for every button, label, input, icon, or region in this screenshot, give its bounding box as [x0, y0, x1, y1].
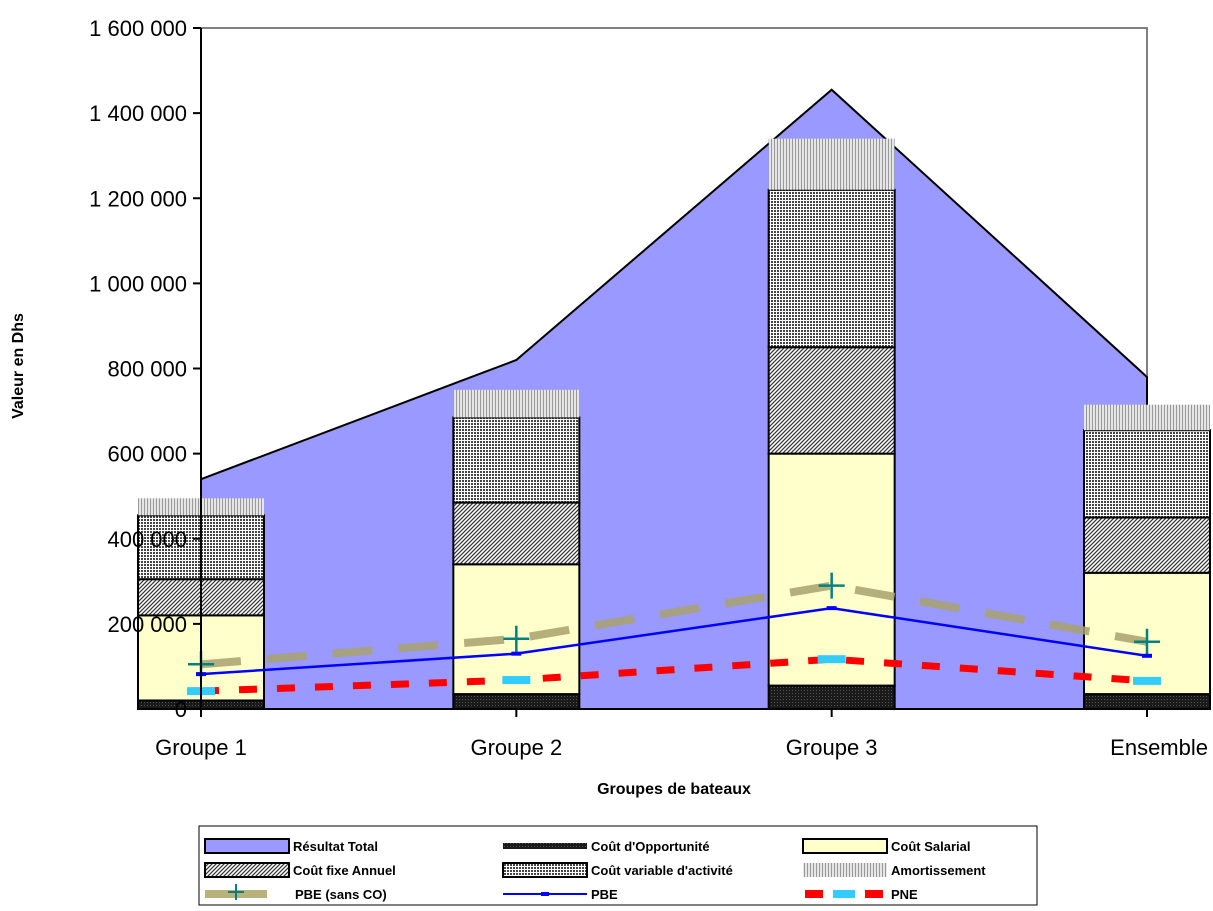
- y-axis-title: Valeur en Dhs: [10, 313, 27, 419]
- y-tick-label: 800 000: [107, 357, 187, 382]
- legend-label: Coût Salarial: [891, 839, 970, 854]
- y-tick-label: 1 600 000: [89, 16, 187, 41]
- bar-segment: [452, 693, 581, 711]
- pne-marker: [502, 676, 531, 685]
- line-pbe-sans-co: [200, 581, 1148, 669]
- axes-layer: 0 200 000 400 000 600 000 800 000 1 000 000 1 …: [89, 16, 1208, 760]
- pne-marker: [817, 655, 846, 664]
- legend-marker: [228, 884, 244, 900]
- legend-label: Coût fixe Annuel: [293, 863, 396, 878]
- x-axis-title: Groupes de bateaux: [597, 781, 751, 798]
- bar-segment: [452, 416, 581, 504]
- legend-swatch: [204, 862, 290, 878]
- bar-segment: [767, 684, 896, 711]
- line-pbe: [200, 606, 1148, 676]
- pbe-sans-co-marker: [818, 572, 845, 599]
- legend-swatch: [865, 890, 883, 898]
- legend-swatch: [803, 863, 887, 877]
- x-tick-label: Groupe 2: [470, 735, 562, 760]
- y-tick-label: 1 000 000: [89, 271, 187, 296]
- y-tick-label: 200 000: [107, 612, 187, 637]
- legend-swatch: [503, 843, 587, 849]
- bar-segment: [1084, 404, 1210, 431]
- pbe-marker: [1142, 653, 1152, 658]
- y-tick-label: 1 400 000: [89, 101, 187, 126]
- y-tick-label: 400 000: [107, 527, 187, 552]
- bar-segment: [1083, 516, 1211, 574]
- pbe-marker: [826, 606, 837, 611]
- y-tick-label: 600 000: [107, 442, 187, 467]
- bar-segment: [767, 346, 896, 455]
- legend-swatch: [204, 838, 290, 854]
- bar-segment: [768, 138, 895, 190]
- bar-segment: [767, 452, 896, 687]
- legend-swatch: [502, 862, 588, 878]
- pne-marker: [1133, 676, 1161, 685]
- legend-label: Coût variable d'activité: [591, 863, 733, 878]
- pbe-marker: [511, 651, 522, 656]
- x-tick-label: Ensemble: [1110, 735, 1208, 760]
- line-pne: [200, 655, 1148, 695]
- legend-swatch: [802, 838, 888, 854]
- legend-swatch: [805, 890, 823, 898]
- legend-label: Résultat Total: [293, 839, 378, 854]
- x-tick-label: Groupe 3: [786, 735, 878, 760]
- legend-label: Amortissement: [891, 863, 986, 878]
- legend-marker: [833, 890, 855, 898]
- legend-marker: [541, 892, 549, 896]
- bar-segment: [453, 389, 580, 418]
- y-tick-label: 0: [175, 697, 187, 722]
- bar-segment: [1083, 693, 1211, 711]
- pbe-sans-co-marker: [503, 625, 530, 652]
- bar-segment: [452, 501, 581, 566]
- x-tick-label: Groupe 1: [155, 735, 247, 760]
- pbe-sans-co-marker: [1134, 628, 1160, 655]
- legend: Résultat Total Coût d'Opportunité Coût Sal…: [198, 825, 1038, 906]
- legend-label: PBE (sans CO): [295, 887, 387, 902]
- bar-segment: [1083, 429, 1211, 519]
- y-tick-label: 1 200 000: [89, 186, 187, 211]
- legend-label: PBE: [591, 887, 618, 902]
- bar-segment: [767, 188, 896, 349]
- legend-label: PNE: [891, 887, 918, 902]
- legend-label: Coût d'Opportunité: [591, 839, 710, 854]
